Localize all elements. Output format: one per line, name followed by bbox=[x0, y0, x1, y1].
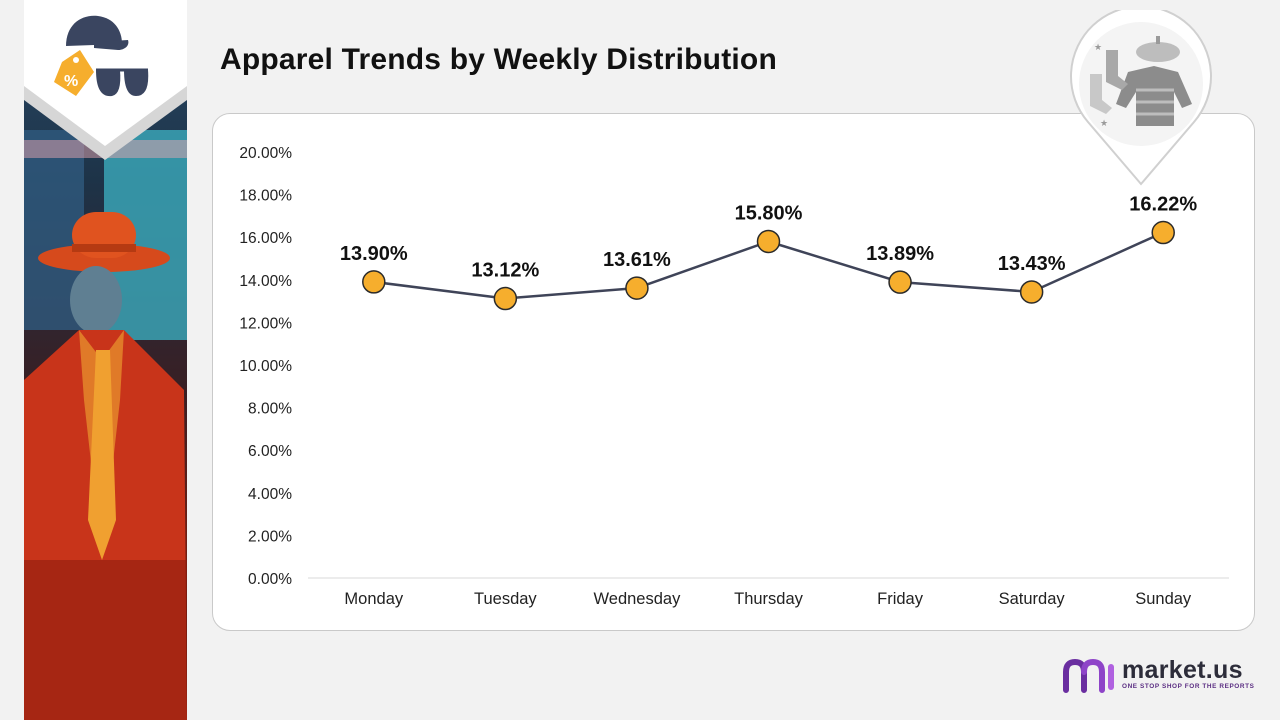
data-markers bbox=[362, 220, 1175, 311]
line-chart: 0.00% 2.00% 4.00% 6.00% 8.00% 10.00% 12.00% 14.… bbox=[239, 145, 1229, 608]
y-tick-label: 2.00% bbox=[248, 528, 292, 545]
y-tick-label: 14.00% bbox=[239, 273, 292, 290]
data-point bbox=[493, 286, 518, 311]
y-tick-label: 10.00% bbox=[239, 358, 292, 375]
svg-text:%: % bbox=[64, 73, 78, 90]
brand-logo: market.us ONE STOP SHOP FOR THE REPORTS bbox=[1062, 656, 1262, 696]
x-tick-label: Wednesday bbox=[594, 590, 682, 608]
y-tick-label: 8.00% bbox=[248, 401, 292, 418]
chart-card: 0.00% 2.00% 4.00% 6.00% 8.00% 10.00% 12.00% 14.… bbox=[212, 113, 1255, 631]
brand-name: market.us bbox=[1122, 656, 1243, 684]
data-label: 13.43% bbox=[998, 253, 1066, 275]
data-point bbox=[1019, 280, 1044, 304]
x-tick-label: Thursday bbox=[734, 590, 804, 608]
data-point bbox=[1151, 220, 1175, 245]
data-point bbox=[362, 270, 386, 294]
x-tick-label: Sunday bbox=[1135, 590, 1192, 608]
x-tick-label: Monday bbox=[344, 590, 403, 608]
x-tick-label: Friday bbox=[877, 590, 924, 608]
svg-text:★: ★ bbox=[1100, 119, 1108, 129]
socks-sweater-beret-icon: ★ ★ bbox=[1090, 36, 1192, 129]
y-tick-label: 16.00% bbox=[239, 230, 292, 247]
brand-tagline: ONE STOP SHOP FOR THE REPORTS bbox=[1122, 683, 1255, 690]
market-us-logo-icon bbox=[1063, 658, 1114, 693]
data-labels: 13.90% 13.12% 13.61% 15.80% 13.89% 13.43% 16.2… bbox=[340, 194, 1197, 282]
data-label: 13.12% bbox=[471, 260, 539, 282]
y-axis-ticks: 0.00% 2.00% 4.00% 6.00% 8.00% 10.00% 12.00% 14.… bbox=[239, 145, 292, 588]
data-label: 13.90% bbox=[340, 243, 408, 265]
cap-tag-sunglasses-icon: % bbox=[54, 15, 149, 97]
x-axis-ticks: Monday Tuesday Wednesday Thursday Friday Satu… bbox=[344, 590, 1192, 608]
y-tick-label: 12.00% bbox=[239, 315, 292, 332]
data-point bbox=[625, 276, 649, 300]
svg-text:★: ★ bbox=[1094, 43, 1102, 53]
x-tick-label: Tuesday bbox=[474, 590, 537, 608]
data-point bbox=[888, 270, 912, 294]
side-image-panel: % bbox=[24, 0, 187, 720]
y-tick-label: 18.00% bbox=[239, 188, 292, 205]
page-title: Apparel Trends by Weekly Distribution bbox=[220, 43, 777, 76]
data-label: 15.80% bbox=[735, 202, 803, 224]
y-tick-label: 0.00% bbox=[248, 571, 292, 588]
corner-badge: % bbox=[24, 0, 187, 160]
mannequin-illustration bbox=[24, 130, 187, 720]
y-tick-label: 20.00% bbox=[239, 145, 292, 162]
y-tick-label: 4.00% bbox=[248, 486, 292, 503]
data-label: 13.89% bbox=[866, 243, 934, 265]
pin-badge: ★ ★ bbox=[1070, 10, 1212, 186]
y-tick-label: 6.00% bbox=[248, 443, 292, 460]
x-tick-label: Saturday bbox=[999, 590, 1066, 608]
data-point bbox=[756, 229, 781, 254]
data-label: 13.61% bbox=[603, 249, 671, 271]
data-label: 16.22% bbox=[1129, 194, 1197, 216]
